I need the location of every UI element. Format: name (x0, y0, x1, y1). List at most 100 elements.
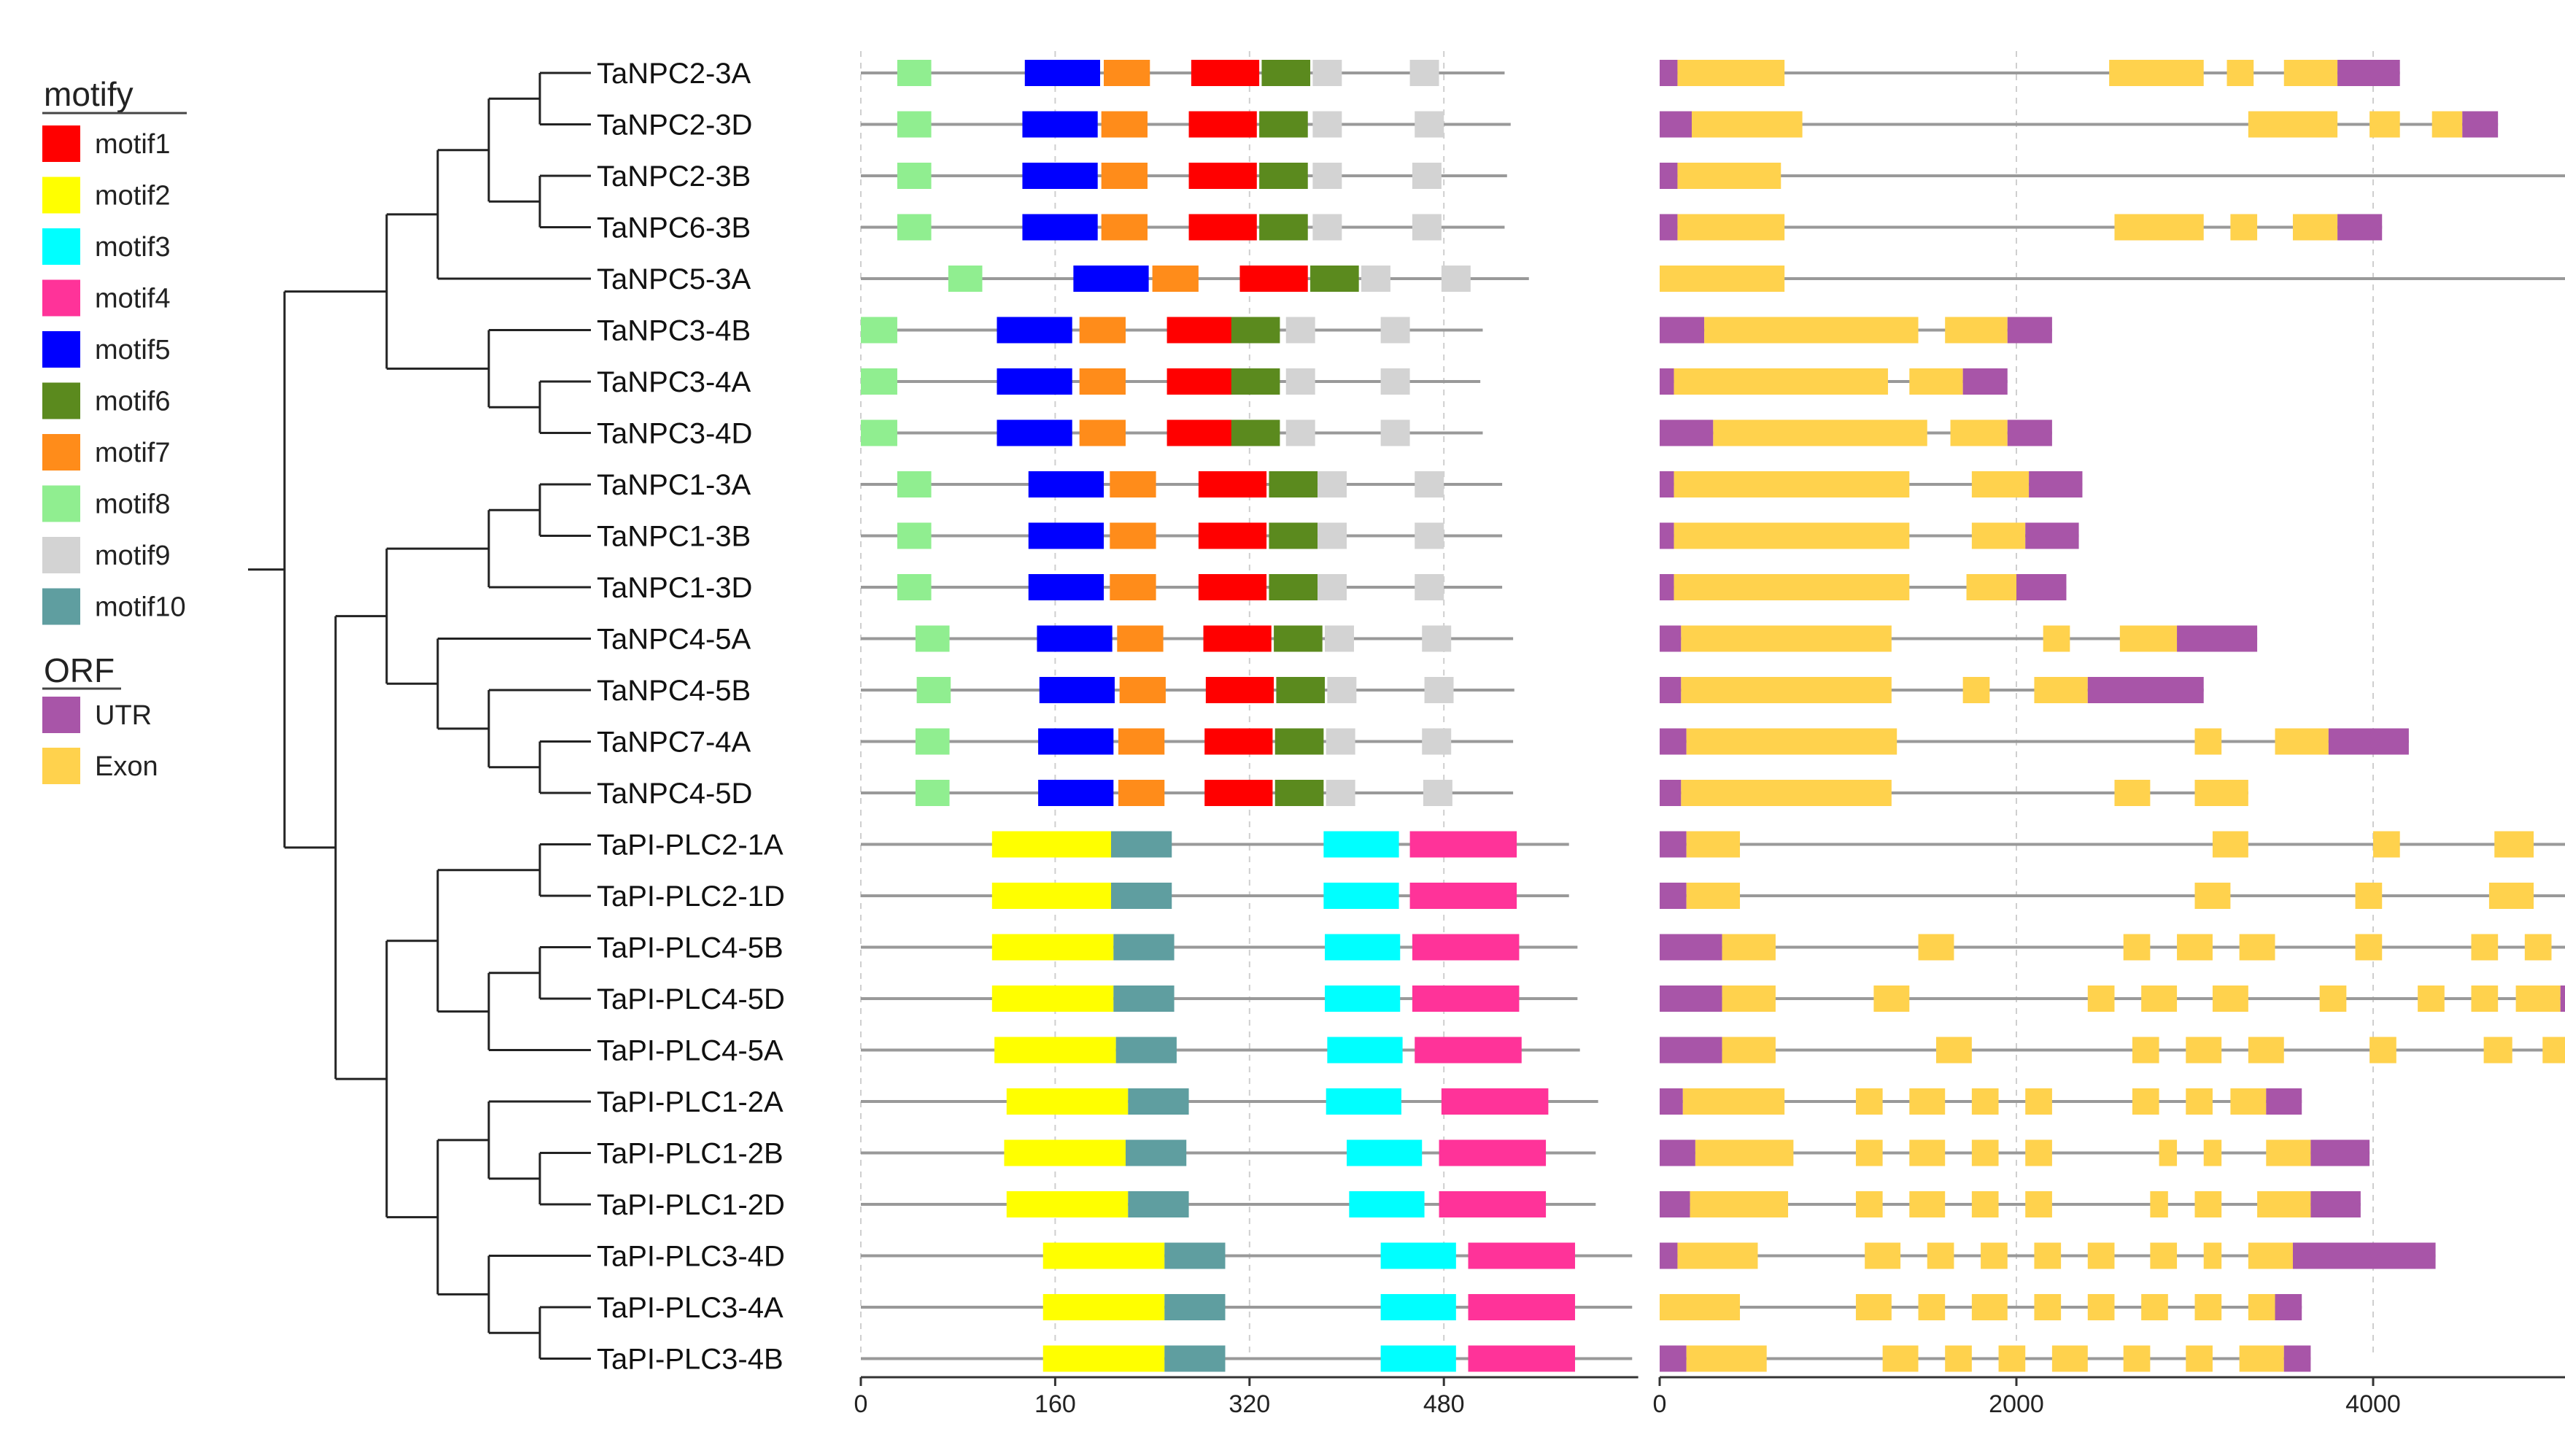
exon-box (2025, 1191, 2052, 1217)
exon-box (1998, 1345, 2026, 1372)
motif7-box (1079, 419, 1126, 446)
motif9-box (1318, 522, 1347, 549)
motif5-box (997, 317, 1072, 344)
exon-box (1677, 163, 1781, 189)
exon-box (2025, 1088, 2052, 1115)
motif6-box (1259, 163, 1308, 189)
legend-label-motif9: motif9 (95, 541, 170, 571)
exon-box (1660, 266, 1785, 292)
motif6-box (1259, 111, 1308, 138)
motif4-box (1439, 1191, 1547, 1217)
motif3-box (1325, 985, 1401, 1012)
exon-box (1971, 1294, 2008, 1320)
motif2-box (1006, 1088, 1129, 1115)
exon-box (2132, 1088, 2159, 1115)
utr-box (1660, 317, 1705, 344)
motif-axis-tick-label: 320 (1229, 1390, 1270, 1418)
utr-box (1660, 1345, 1687, 1372)
motif8-box (897, 60, 932, 86)
exon-box (2150, 1191, 2168, 1217)
exon-box (2087, 985, 2115, 1012)
exon-box (2227, 60, 2254, 86)
utr-box (1660, 728, 1687, 755)
utr-box (2560, 985, 2565, 1012)
legend: motify motif1 motif2 motif3 motif4 motif5 moti… (42, 75, 187, 784)
gene-axis-tick-label: 4000 (2345, 1390, 2401, 1418)
exon-box (2257, 1191, 2311, 1217)
motif3-box (1323, 831, 1399, 858)
exon-box (1882, 1345, 1919, 1372)
exon-box (1971, 522, 2026, 549)
gene-label: TaNPC4-5B (597, 675, 751, 707)
legend-label-motif1: motif1 (95, 129, 170, 160)
motif9-box (1361, 266, 1390, 292)
exon-box (2283, 60, 2338, 86)
motif8-box (948, 266, 983, 292)
motif9-box (1422, 625, 1452, 652)
exon-box (2194, 780, 2248, 806)
exon-box (2266, 1139, 2311, 1166)
motif9-box (1380, 317, 1410, 344)
utr-box (2328, 728, 2409, 755)
utr-box (2462, 111, 2499, 138)
motif1-box (1188, 214, 1257, 241)
legend-swatch-motif3 (42, 228, 80, 265)
motif9-box (1441, 266, 1471, 292)
exon-box (2248, 1037, 2284, 1064)
motif3-box (1380, 1294, 1456, 1320)
utr-box (1660, 1037, 1722, 1064)
exon-box (2230, 1088, 2267, 1115)
legend-label-motif10: motif10 (95, 592, 186, 623)
utr-box (2266, 1088, 2302, 1115)
motif6-box (1269, 574, 1318, 600)
motif10-box (1164, 1242, 1226, 1269)
exon-box (2369, 1037, 2396, 1064)
motif7-box (1118, 728, 1165, 755)
utr-box (2007, 419, 2052, 446)
exon-box (2186, 1345, 2213, 1372)
motif2-box (994, 1037, 1116, 1064)
motif2-box (1042, 1242, 1165, 1269)
motif10-box (1125, 1139, 1187, 1166)
motif3-box (1323, 883, 1399, 909)
gene-label: TaNPC6-3B (597, 212, 751, 244)
motif5-box (1073, 266, 1149, 292)
exon-box (1692, 111, 1803, 138)
utr-box (1660, 111, 1692, 138)
exon-box (2248, 111, 2338, 138)
exon-box (2319, 985, 2347, 1012)
utr-box (1660, 574, 1674, 600)
exon-box (2418, 985, 2445, 1012)
exon-box (2239, 1345, 2284, 1372)
motif4-box (1468, 1242, 1576, 1269)
legend-swatch-motif1 (42, 125, 80, 162)
exon-box (1674, 368, 1888, 395)
exon-box (1945, 317, 2008, 344)
motif1-box (1188, 163, 1257, 189)
utr-box (1660, 471, 1674, 497)
legend-swatch-utr (42, 697, 80, 733)
exon-box (2203, 1139, 2222, 1166)
legend-label-motif8: motif8 (95, 489, 170, 520)
gene-label: TaPI-PLC3-4B (597, 1344, 784, 1376)
exon-box (1855, 1294, 1892, 1320)
exon-box (2159, 1139, 2178, 1166)
utr-box (2007, 317, 2052, 344)
exon-box (1686, 1345, 1767, 1372)
motif8-box (915, 625, 950, 652)
exon-box (1971, 1088, 1999, 1115)
exon-box (2248, 1294, 2275, 1320)
motif9-box (1423, 780, 1452, 806)
exon-box (2292, 214, 2338, 241)
exon-box (2194, 883, 2231, 909)
exon-box (2212, 831, 2248, 858)
gene-label: TaNPC4-5A (597, 624, 751, 656)
utr-box (2177, 625, 2258, 652)
motif4-box (1415, 1037, 1522, 1064)
exon-box (1865, 1242, 1901, 1269)
exon-box (2186, 1088, 2213, 1115)
gene-label: TaPI-PLC3-4D (597, 1241, 785, 1273)
exon-box (2483, 1037, 2512, 1064)
motif9-box (1424, 677, 1454, 703)
utr-box (1660, 1088, 1683, 1115)
